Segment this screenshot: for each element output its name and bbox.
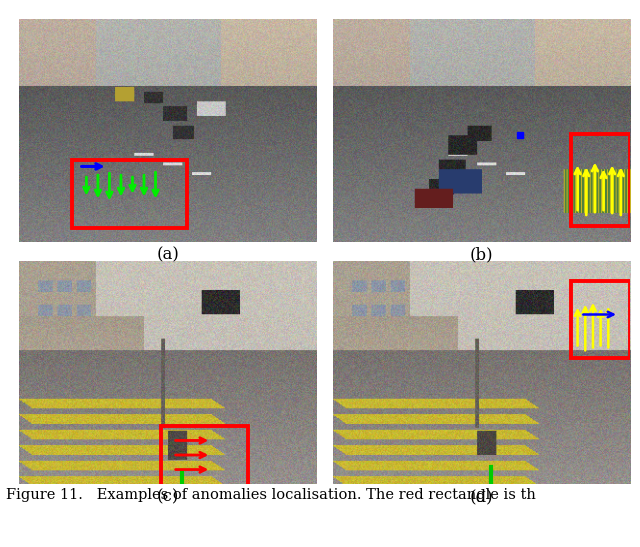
Bar [571, 133, 630, 225]
Text: Figure 11.   Examples of anomalies localisation. The red rectangle is th: Figure 11. Examples of anomalies localis… [6, 488, 536, 502]
Bar [72, 160, 187, 228]
Text: (a): (a) [157, 246, 179, 264]
Text: (c): (c) [157, 488, 179, 505]
Bar [571, 281, 630, 358]
Text: (b): (b) [470, 246, 493, 264]
Bar [161, 426, 248, 513]
Text: (d): (d) [470, 488, 493, 505]
